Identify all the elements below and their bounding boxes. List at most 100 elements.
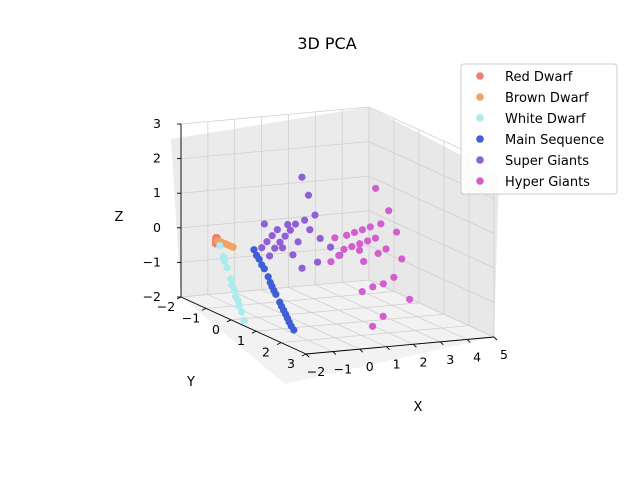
point-super-giants xyxy=(284,220,292,229)
legend-label-super-giants: Super Giants xyxy=(505,154,589,169)
point-super-giants xyxy=(276,238,284,246)
y-axis-label: Y xyxy=(186,375,195,390)
point-main-sequence xyxy=(277,302,286,310)
axis-lines xyxy=(176,123,498,358)
point-super-giants xyxy=(326,243,335,251)
point-hyper-giants xyxy=(369,283,377,291)
x-tick-label: 5 xyxy=(500,347,508,362)
point-hyper-giants xyxy=(348,242,356,251)
point-hyper-giants xyxy=(385,207,393,215)
grid-line-x-floor xyxy=(315,284,441,343)
z-axis-label: Z xyxy=(115,210,124,225)
point-white-dwarf xyxy=(216,242,224,250)
grid-line-z-back xyxy=(180,175,370,194)
grid-line-y-floor xyxy=(230,302,420,321)
point-brown-dwarf xyxy=(228,242,236,251)
tick-labels: −2 −1 0 1 2 3 4 5 −2 −1 0 1 2 3 −2 −1 0 1 2 3 xyxy=(143,116,508,379)
point-hyper-giants xyxy=(371,234,380,242)
point-white-dwarf xyxy=(231,292,240,300)
point-hyper-giants xyxy=(392,228,401,236)
grid-line-z-side xyxy=(368,175,495,234)
point-hyper-giants xyxy=(335,251,343,260)
legend-label-brown-dwarf: Brown Dwarf xyxy=(505,91,589,106)
point-hyper-giants xyxy=(374,249,382,258)
point-hyper-giants xyxy=(390,273,398,281)
back-wall-pane xyxy=(171,107,369,297)
point-hyper-giants xyxy=(382,245,390,253)
floor-pane xyxy=(181,280,494,384)
y-tick-mark xyxy=(301,353,307,357)
legend-frame xyxy=(460,63,618,195)
z-tick-label: 1 xyxy=(153,185,161,200)
point-super-giants xyxy=(298,173,306,181)
point-hyper-giants xyxy=(377,220,385,228)
x-tick-mark xyxy=(413,343,417,348)
point-hyper-giants xyxy=(366,223,374,231)
point-super-giants xyxy=(273,226,281,234)
x-tick-mark xyxy=(386,346,390,351)
grid-line-z-back xyxy=(180,141,370,159)
point-super-giants xyxy=(291,220,300,228)
x-tick-mark xyxy=(493,336,498,341)
y-tick-label: 2 xyxy=(262,345,270,360)
z-tick-label: −1 xyxy=(143,254,161,269)
point-hyper-giants xyxy=(350,228,359,237)
grid-line-x-floor xyxy=(261,289,387,348)
point-white-dwarf xyxy=(238,308,246,316)
point-hyper-giants xyxy=(358,226,367,234)
z-tick-label: 0 xyxy=(153,220,161,235)
point-main-sequence xyxy=(258,261,266,269)
grid-line-x-floor xyxy=(207,294,334,352)
point-hyper-giants xyxy=(369,322,377,330)
x-tick-mark xyxy=(466,339,471,343)
point-super-giants xyxy=(304,191,313,199)
x-axis-label: X xyxy=(414,400,423,415)
legend: Red Dwarf Brown Dwarf White Dwarf Main Sequ… xyxy=(460,63,618,195)
x-tick-mark xyxy=(359,348,364,353)
point-white-dwarf xyxy=(235,301,243,310)
grid-line-z-back xyxy=(180,106,370,125)
y-tick-label: 1 xyxy=(237,333,245,348)
x-tick-label: 3 xyxy=(446,352,454,367)
point-super-giants xyxy=(298,264,306,272)
y-tick-label: −1 xyxy=(182,310,200,325)
point-main-sequence xyxy=(250,246,258,254)
x-tick-label: 0 xyxy=(366,359,374,374)
point-white-dwarf xyxy=(228,281,236,289)
point-main-sequence xyxy=(252,251,261,259)
point-white-dwarf xyxy=(240,317,248,325)
x-tick-label: −2 xyxy=(307,364,325,379)
point-main-sequence xyxy=(290,326,298,334)
point-hyper-giants xyxy=(406,295,414,303)
point-main-sequence xyxy=(282,310,290,318)
point-super-giants xyxy=(311,211,319,219)
legend-label-hyper-giants: Hyper Giants xyxy=(505,175,590,190)
grid-line-z-back xyxy=(180,210,370,229)
x-axis-line xyxy=(305,336,495,355)
point-super-giants xyxy=(289,251,297,259)
chart-title: 3D PCA xyxy=(297,34,356,53)
point-super-giants xyxy=(316,234,324,243)
point-hyper-giants xyxy=(343,231,351,239)
z-tick-label: 2 xyxy=(153,151,161,166)
legend-marker-hyper-giants xyxy=(476,177,484,185)
x-tick-mark xyxy=(305,353,310,358)
legend-marker-red-dwarf xyxy=(476,72,484,80)
y-tick-mark xyxy=(201,307,207,311)
grid-line-x-floor xyxy=(288,286,414,345)
point-main-sequence xyxy=(266,278,274,287)
scatter-points xyxy=(211,173,414,334)
point-super-giants xyxy=(281,232,289,240)
y-tick-mark xyxy=(226,319,232,323)
point-hyper-giants xyxy=(379,280,387,288)
grid-line-z-back xyxy=(180,245,370,263)
z-tick-label: −2 xyxy=(143,289,161,304)
point-super-giants xyxy=(294,238,302,246)
x-tick-label: 2 xyxy=(419,354,427,369)
grid-line-z-side xyxy=(368,279,495,338)
point-hyper-giants xyxy=(340,245,348,253)
point-hyper-giants xyxy=(398,255,406,263)
point-hyper-giants xyxy=(358,288,366,296)
point-white-dwarf xyxy=(227,275,235,283)
point-super-giants xyxy=(265,252,274,260)
